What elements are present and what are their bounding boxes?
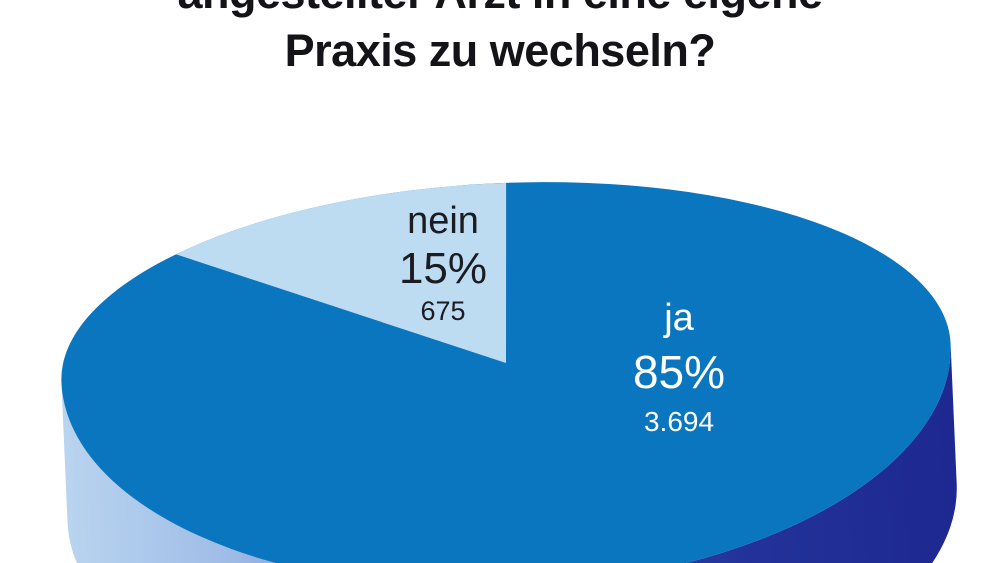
chart-title-line1: angestellter Arzt in eine eigene <box>0 0 1000 22</box>
slice-nein-count: 675 <box>420 296 466 326</box>
chart-title-line2: Praxis zu wechseln? <box>284 25 716 76</box>
pie-slice-ja <box>61 182 951 563</box>
slice-ja-count: 3.694 <box>643 406 715 437</box>
slice-ja-percent: 85% <box>632 346 726 398</box>
slice-nein-name: nein <box>407 200 479 242</box>
chart-title: angestellter Arzt in eine eigene Praxis … <box>0 0 1000 80</box>
slice-label-ja: ja 85% 3.694 <box>633 292 725 444</box>
slice-label-nein: nein 15% 675 <box>399 198 487 328</box>
pie-slice-nein <box>175 182 507 363</box>
slice-nein-percent: 15% <box>398 244 488 293</box>
slice-ja-name: ja <box>664 297 694 339</box>
